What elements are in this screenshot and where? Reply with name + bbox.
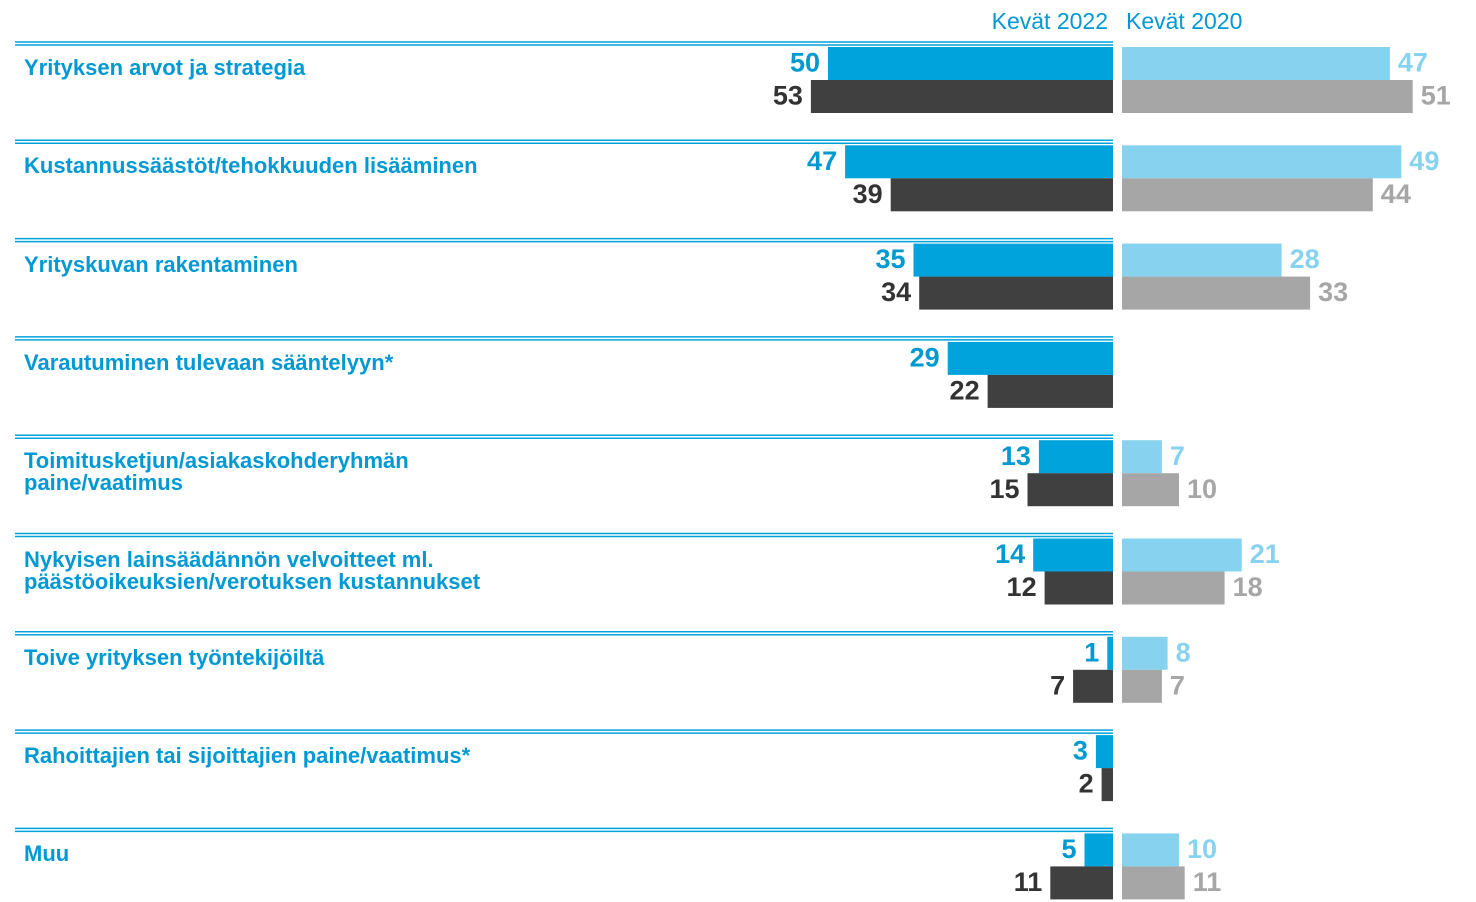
value-label: 7	[1050, 670, 1065, 700]
value-label: 39	[853, 179, 883, 209]
bar	[1122, 178, 1373, 212]
bar	[845, 145, 1113, 179]
bar	[1044, 571, 1113, 605]
bar	[1122, 669, 1162, 703]
value-label: 7	[1170, 670, 1185, 700]
value-label: 14	[995, 539, 1025, 569]
value-label: 18	[1233, 572, 1263, 602]
category-label: Rahoittajien tai sijoittajien paine/vaat…	[24, 743, 471, 769]
category-label: Yrityksen arvot ja strategia	[24, 55, 306, 80]
bar	[1027, 473, 1113, 507]
value-label: 33	[1318, 277, 1348, 307]
bar	[919, 276, 1113, 310]
bar	[1084, 833, 1113, 867]
value-label: 10	[1187, 474, 1217, 504]
bar	[890, 178, 1113, 212]
bar	[1122, 473, 1179, 507]
bar	[1073, 669, 1113, 703]
bar	[1122, 47, 1390, 80]
value-label: 3	[1073, 736, 1088, 766]
bar	[1095, 735, 1113, 769]
bar	[810, 80, 1113, 113]
bar	[1122, 440, 1162, 474]
bar	[1122, 571, 1225, 605]
value-label: 11	[1193, 867, 1222, 897]
value-label: 11	[1014, 867, 1043, 897]
value-label: 12	[1007, 572, 1037, 602]
value-label: 49	[1409, 146, 1439, 176]
value-label: 10	[1187, 834, 1217, 864]
bar	[1038, 440, 1113, 474]
value-label: 28	[1290, 244, 1320, 274]
value-label: 47	[1398, 48, 1428, 78]
category-label: Toimitusketjun/asiakaskohderyhmän paine/…	[24, 448, 409, 496]
bar	[987, 374, 1113, 408]
value-label: 29	[910, 343, 940, 373]
category-label: Nykyisen lainsäädännön velvoitteet ml. p…	[24, 546, 481, 594]
value-label: 50	[790, 48, 820, 78]
panel-title: Kevät 2020	[1126, 8, 1242, 34]
value-label: 8	[1176, 637, 1191, 667]
category-label: Muu	[24, 841, 70, 867]
value-label: 21	[1250, 539, 1280, 569]
category-label: Yrityskuvan rakentaminen	[24, 251, 298, 277]
bar	[1122, 276, 1311, 310]
value-label: 44	[1381, 179, 1411, 209]
bar	[1101, 768, 1113, 802]
value-label: 53	[773, 81, 803, 111]
bar	[947, 341, 1113, 375]
bar	[1050, 866, 1113, 900]
panel-title: Kevät 2022	[992, 8, 1108, 34]
value-label: 35	[875, 244, 905, 274]
category-label: Toive yrityksen työntekijöiltä	[24, 644, 325, 670]
value-label: 1	[1084, 637, 1099, 667]
value-label: 22	[950, 376, 980, 406]
category-label: Varautuminen tulevaan sääntelyyn*	[24, 349, 394, 375]
value-label: 13	[1001, 441, 1031, 471]
value-label: 34	[881, 277, 911, 307]
bar	[1122, 636, 1168, 670]
bar	[1122, 80, 1413, 113]
value-label: 2	[1079, 769, 1094, 799]
bar	[1122, 243, 1282, 277]
bar	[1107, 636, 1113, 670]
bar	[1122, 866, 1185, 900]
value-label: 5	[1061, 834, 1076, 864]
value-label: 7	[1170, 441, 1185, 471]
bar	[1122, 833, 1179, 867]
value-label: 47	[807, 146, 837, 176]
category-label: Kustannussäästöt/tehokkuuden lisääminen	[24, 153, 478, 179]
value-label: 51	[1421, 81, 1451, 111]
value-label: 15	[989, 474, 1019, 504]
bar	[828, 47, 1113, 80]
bar	[1122, 145, 1402, 179]
bar	[913, 243, 1113, 277]
bar	[1033, 538, 1113, 572]
bar	[1122, 538, 1242, 572]
